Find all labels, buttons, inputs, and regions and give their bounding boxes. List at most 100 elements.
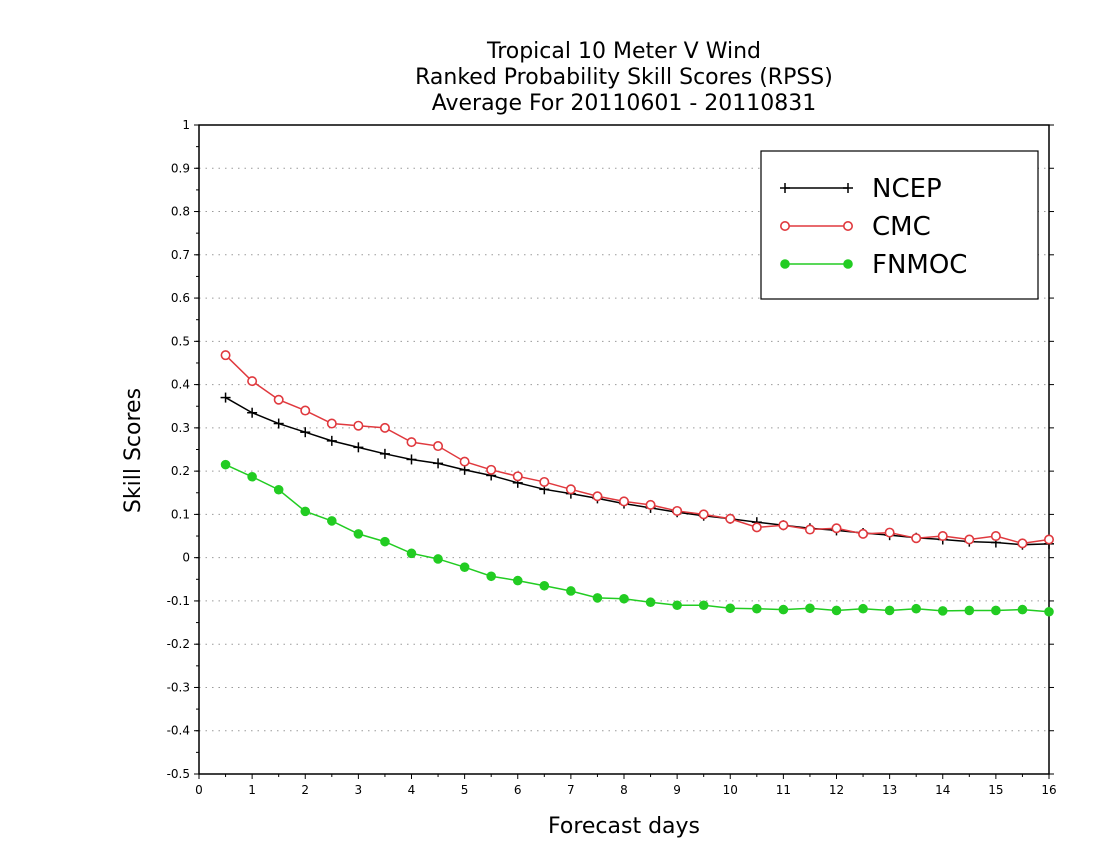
y-tick-label: 0.3 xyxy=(171,421,190,435)
data-point-cmc xyxy=(804,524,815,535)
legend-entry-ncep: NCEP xyxy=(780,174,942,204)
series-lines xyxy=(220,350,1055,617)
data-point-ncep xyxy=(300,427,311,438)
data-point-cmc xyxy=(486,464,497,475)
data-point-ncep xyxy=(247,407,258,418)
x-tick-label: 15 xyxy=(988,783,1003,797)
legend-label: FNMOC xyxy=(872,250,967,280)
data-point-fnmoc xyxy=(884,605,895,616)
x-axis-ticks: 0 1 2 3 4 5 6 7 8 9 10 11 12 13 14 15 16 xyxy=(195,774,1057,797)
data-point-cmc xyxy=(911,533,922,544)
legend-marker xyxy=(780,183,790,193)
x-tick-label: 12 xyxy=(829,783,844,797)
data-point-ncep xyxy=(220,392,231,403)
data-point-fnmoc xyxy=(539,580,550,591)
legend-entry-fnmoc: FNMOC xyxy=(780,250,967,280)
legend-box xyxy=(760,150,1039,300)
x-tick-label: 5 xyxy=(461,783,469,797)
y-tick-label: 0.6 xyxy=(171,291,190,305)
data-point-cmc xyxy=(858,528,869,539)
data-point-fnmoc xyxy=(406,548,417,559)
y-tick-label: -0.4 xyxy=(167,724,190,738)
y-axis-ticks: 1 0.9 0.8 0.7 0.6 0.5 0.4 0.3 0.2 0.1 0 -0.1 -0.2 -0.… xyxy=(167,118,1054,781)
data-point-fnmoc xyxy=(752,603,762,614)
y-tick-label: 0.9 xyxy=(171,161,190,175)
data-point-fnmoc xyxy=(1044,606,1054,617)
data-point-cmc xyxy=(459,456,470,467)
data-point-fnmoc xyxy=(566,586,576,596)
data-point-fnmoc xyxy=(300,506,311,517)
data-point-cmc xyxy=(751,522,762,533)
data-point-fnmoc xyxy=(247,471,257,482)
data-point-fnmoc xyxy=(619,593,629,604)
data-point-fnmoc xyxy=(698,600,709,611)
data-point-cmc xyxy=(512,471,523,482)
data-point-cmc xyxy=(937,531,948,542)
data-point-fnmoc xyxy=(433,554,443,564)
legend-marker xyxy=(843,183,853,193)
data-point-ncep xyxy=(433,458,444,469)
data-point-cmc xyxy=(353,420,364,431)
legend-label: NCEP xyxy=(872,174,942,204)
data-point-cmc xyxy=(725,513,736,524)
y-tick-label: 0.2 xyxy=(171,464,190,478)
x-tick-label: 7 xyxy=(567,783,575,797)
x-tick-label: 8 xyxy=(620,783,628,797)
data-point-fnmoc xyxy=(805,603,815,614)
title-line-1: Tropical 10 Meter V Wind xyxy=(486,39,761,64)
data-point-ncep xyxy=(273,418,284,429)
series-line-cmc xyxy=(225,354,1050,545)
data-point-fnmoc xyxy=(486,571,496,582)
legend-marker xyxy=(842,221,853,232)
y-tick-label: 1 xyxy=(182,118,190,132)
data-point-cmc xyxy=(778,520,789,531)
x-tick-label: 11 xyxy=(776,783,791,797)
data-point-fnmoc xyxy=(220,459,231,470)
data-point-fnmoc xyxy=(858,603,868,614)
y-tick-label: 0.5 xyxy=(171,334,190,348)
x-tick-label: 6 xyxy=(514,783,522,797)
data-point-cmc xyxy=(326,418,337,429)
data-point-cmc xyxy=(406,437,417,448)
data-point-cmc xyxy=(698,509,709,520)
x-tick-label: 10 xyxy=(723,783,738,797)
series-fnmoc xyxy=(220,459,1054,617)
legend-label: CMC xyxy=(872,212,931,242)
y-tick-label: -0.1 xyxy=(167,594,190,608)
data-point-fnmoc xyxy=(672,600,682,611)
data-point-cmc xyxy=(592,491,603,502)
series-cmc xyxy=(220,350,1055,549)
y-tick-label: -0.3 xyxy=(167,680,190,694)
data-point-cmc xyxy=(964,534,975,545)
x-tick-label: 14 xyxy=(935,783,950,797)
y-tick-label: 0.8 xyxy=(171,205,190,219)
legend: NCEP CMC FNMOC xyxy=(760,150,1039,300)
title-line-2: Ranked Probability Skill Scores (RPSS) xyxy=(415,65,833,90)
legend-marker xyxy=(779,221,790,232)
data-point-fnmoc xyxy=(512,575,523,586)
y-tick-label: 0.4 xyxy=(171,378,190,392)
y-tick-label: -0.5 xyxy=(167,767,190,781)
data-point-fnmoc xyxy=(937,606,948,616)
data-point-cmc xyxy=(884,527,895,538)
legend-marker xyxy=(843,259,853,269)
x-tick-label: 0 xyxy=(195,783,203,797)
data-point-fnmoc xyxy=(353,529,364,539)
x-tick-label: 16 xyxy=(1041,783,1056,797)
data-point-fnmoc xyxy=(911,603,921,614)
title-line-3: Average For 20110601 - 20110831 xyxy=(432,91,817,116)
x-tick-label: 9 xyxy=(673,783,681,797)
data-point-fnmoc xyxy=(778,604,789,615)
x-tick-label: 1 xyxy=(248,783,256,797)
data-point-cmc xyxy=(1017,538,1028,549)
data-point-ncep xyxy=(406,454,417,465)
data-point-cmc xyxy=(1044,534,1055,545)
x-tick-label: 2 xyxy=(301,783,309,797)
data-point-fnmoc xyxy=(831,605,842,616)
data-point-cmc xyxy=(300,405,311,416)
data-point-fnmoc xyxy=(459,562,470,572)
data-point-ncep xyxy=(353,442,364,453)
data-point-cmc xyxy=(672,505,683,516)
data-point-ncep xyxy=(379,448,390,459)
